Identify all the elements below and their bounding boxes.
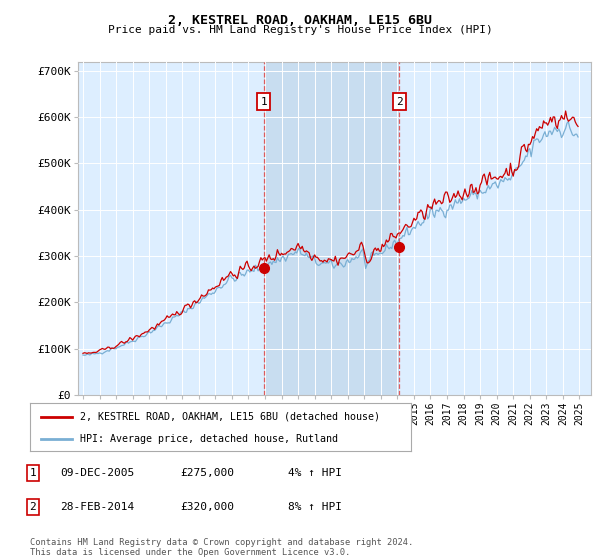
Text: £275,000: £275,000 [180,468,234,478]
Text: 2: 2 [29,502,37,512]
Text: 8% ↑ HPI: 8% ↑ HPI [288,502,342,512]
Text: 2, KESTREL ROAD, OAKHAM, LE15 6BU (detached house): 2, KESTREL ROAD, OAKHAM, LE15 6BU (detac… [80,412,380,422]
Text: £320,000: £320,000 [180,502,234,512]
Text: 2: 2 [396,96,403,106]
Text: 09-DEC-2005: 09-DEC-2005 [60,468,134,478]
Text: Price paid vs. HM Land Registry's House Price Index (HPI): Price paid vs. HM Land Registry's House … [107,25,493,35]
Text: 2, KESTREL ROAD, OAKHAM, LE15 6BU: 2, KESTREL ROAD, OAKHAM, LE15 6BU [168,14,432,27]
Text: Contains HM Land Registry data © Crown copyright and database right 2024.
This d: Contains HM Land Registry data © Crown c… [30,538,413,557]
Text: HPI: Average price, detached house, Rutland: HPI: Average price, detached house, Rutl… [80,434,338,444]
Text: 4% ↑ HPI: 4% ↑ HPI [288,468,342,478]
Text: 28-FEB-2014: 28-FEB-2014 [60,502,134,512]
Bar [263,62,400,395]
Text: 1: 1 [260,96,267,106]
Text: 1: 1 [29,468,37,478]
